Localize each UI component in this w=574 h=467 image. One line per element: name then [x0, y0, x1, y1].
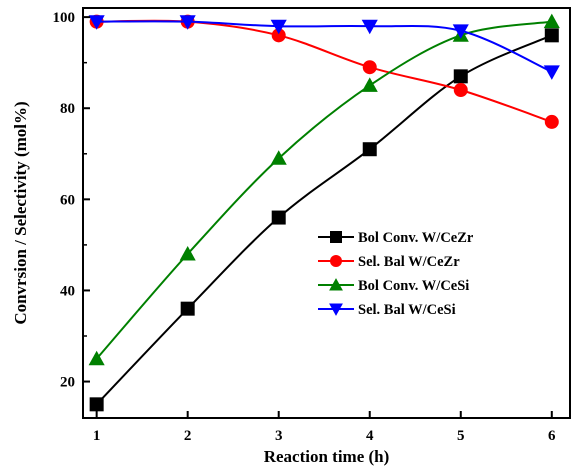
data-point-triangle-down — [88, 15, 105, 30]
series-4 — [88, 15, 560, 80]
y-tick-label: 80 — [60, 101, 75, 117]
series-line — [96, 19, 553, 123]
series-layer — [88, 13, 560, 412]
data-point-circle — [544, 114, 559, 129]
x-tick-label: 6 — [548, 428, 556, 444]
data-point-triangle-down — [452, 24, 469, 39]
data-point-triangle-up — [270, 150, 287, 165]
data-point-square — [89, 397, 104, 412]
y-tick-label: 100 — [53, 10, 76, 26]
x-tick-label: 1 — [93, 428, 101, 444]
y-tick-label: 60 — [60, 192, 75, 208]
data-point-circle — [271, 28, 286, 43]
data-point-square — [362, 142, 377, 157]
data-point-circle — [362, 60, 377, 75]
series-line — [95, 34, 553, 406]
plot-frame — [82, 7, 571, 419]
y-tick-label: 40 — [60, 283, 75, 299]
legend-marker — [330, 231, 342, 243]
legend-label: Sel. Bal W/CeSi — [358, 302, 456, 318]
data-point-square — [180, 301, 195, 316]
data-point-square — [453, 69, 468, 84]
y-tick-label: 20 — [60, 375, 75, 391]
legend-item: Bol Conv. W/CeSi — [318, 278, 469, 294]
legend-marker — [330, 255, 342, 267]
series-1 — [89, 28, 559, 412]
legend-item: Bol Conv. W/CeZr — [318, 230, 474, 246]
data-point-triangle-up — [361, 77, 378, 92]
x-axis-title: Reaction time (h) — [264, 447, 390, 466]
x-tick-label: 4 — [366, 428, 374, 444]
legend-label: Bol Conv. W/CeZr — [358, 230, 474, 246]
data-point-triangle-up — [543, 13, 560, 29]
data-point-triangle-down — [543, 65, 560, 80]
data-point-square — [544, 28, 559, 43]
legend-label: Sel. Bal W/CeZr — [358, 254, 460, 270]
data-point-triangle-down — [361, 19, 378, 35]
x-tick-label: 3 — [275, 428, 283, 444]
legend: Bol Conv. W/CeZr Sel. Bal W/CeZr Bol Conv.… — [318, 230, 474, 318]
series-3 — [88, 13, 560, 366]
legend-marker — [329, 303, 343, 316]
legend-item: Sel. Bal W/CeSi — [318, 302, 456, 318]
series-2 — [89, 14, 559, 129]
legend-label: Bol Conv. W/CeSi — [358, 278, 469, 294]
legend-item: Sel. Bal W/CeZr — [318, 254, 460, 270]
data-point-triangle-up — [88, 350, 105, 366]
data-point-triangle-down — [179, 15, 196, 30]
legend-marker — [329, 278, 343, 291]
data-point-triangle-up — [179, 245, 196, 261]
data-point-circle — [453, 83, 468, 97]
data-point-triangle-down — [270, 19, 287, 35]
y-axis-title: Convrsion / Selectivity (mol%) — [11, 101, 30, 324]
series-line — [96, 20, 553, 73]
x-tick-label: 2 — [184, 428, 192, 444]
data-point-square — [271, 210, 286, 225]
x-tick-label: 5 — [457, 428, 465, 444]
axis-layer: 1 2 3 4 5 6 20 40 60 80 100 — [53, 10, 557, 444]
